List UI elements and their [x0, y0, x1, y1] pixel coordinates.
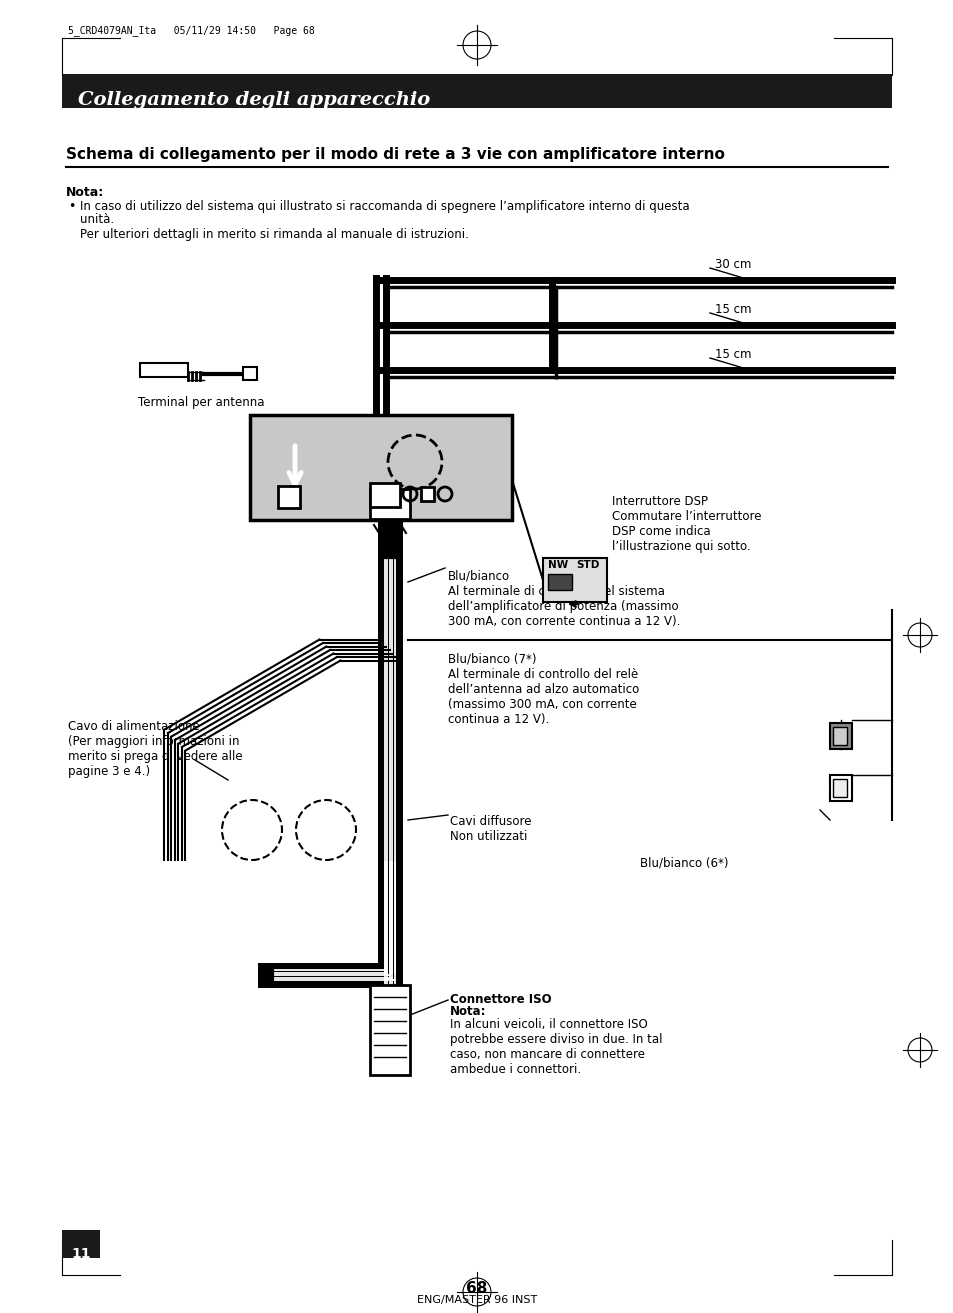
- Text: 5_CRD4079AN_Ita   05/11/29 14:50   Page 68: 5_CRD4079AN_Ita 05/11/29 14:50 Page 68: [68, 25, 314, 35]
- Text: In alcuni veicoli, il connettore ISO
potrebbe essere diviso in due. In tal
caso,: In alcuni veicoli, il connettore ISO pot…: [450, 1018, 661, 1075]
- Bar: [832, 779, 846, 797]
- Text: 15 cm: 15 cm: [714, 348, 751, 361]
- Bar: [62, 1230, 100, 1258]
- Text: •: •: [68, 200, 75, 213]
- Bar: [832, 727, 846, 744]
- Text: 30 cm: 30 cm: [714, 257, 751, 270]
- Text: Schema di collegamento per il modo di rete a 3 vie con amplificatore interno: Schema di collegamento per il modo di re…: [66, 147, 724, 161]
- Text: Connettore ISO: Connettore ISO: [450, 993, 551, 1006]
- Text: Interruttore DSP
Commutare l’interruttore
DSP come indica
l’illustrazione qui so: Interruttore DSP Commutare l’interruttor…: [612, 495, 760, 553]
- Bar: [62, 74, 891, 108]
- Text: 11: 11: [71, 1247, 91, 1260]
- Text: In caso di utilizzo del sistema qui illustrato si raccomanda di spegnere l’ampli: In caso di utilizzo del sistema qui illu…: [80, 200, 689, 213]
- Text: Nota:: Nota:: [66, 186, 104, 200]
- Text: Blu/bianco (7*)
Al terminale di controllo del relè
dell’antenna ad alzo automati: Blu/bianco (7*) Al terminale di controll…: [448, 653, 639, 726]
- Bar: [547, 574, 572, 590]
- Bar: [140, 362, 188, 377]
- Text: Blu/bianco (6*): Blu/bianco (6*): [639, 856, 728, 869]
- Bar: [829, 775, 851, 801]
- Bar: [829, 723, 851, 748]
- Text: 15 cm: 15 cm: [714, 303, 751, 316]
- Bar: [243, 368, 256, 379]
- Text: Blu/bianco
Al terminale di comando del sistema
dell’amplificatore di potenza (ma: Blu/bianco Al terminale di comando del s…: [448, 570, 679, 628]
- Text: Per ulteriori dettagli in merito si rimanda al manuale di istruzioni.: Per ulteriori dettagli in merito si rima…: [80, 228, 468, 242]
- Bar: [370, 488, 410, 519]
- Text: Nota:: Nota:: [450, 1004, 486, 1018]
- Text: Collegamento degli apparecchio: Collegamento degli apparecchio: [78, 91, 430, 109]
- Text: Cavo di alimentazione
(Per maggiori informazioni in
merito si prega di vedere al: Cavo di alimentazione (Per maggiori info…: [68, 720, 242, 779]
- Text: STD: STD: [576, 561, 598, 570]
- Text: 68: 68: [466, 1281, 487, 1296]
- Text: ENG/MASTER 96 INST: ENG/MASTER 96 INST: [416, 1295, 537, 1305]
- Text: Terminal per antenna: Terminal per antenna: [138, 397, 264, 410]
- FancyBboxPatch shape: [277, 486, 299, 508]
- Text: unità.: unità.: [80, 213, 114, 226]
- Bar: [542, 558, 606, 601]
- Bar: [250, 415, 512, 520]
- Bar: [420, 487, 434, 502]
- Bar: [370, 985, 410, 1075]
- Text: Cavi diffusore
Non utilizzati: Cavi diffusore Non utilizzati: [450, 815, 531, 843]
- Text: NW: NW: [547, 561, 568, 570]
- Bar: [370, 483, 399, 507]
